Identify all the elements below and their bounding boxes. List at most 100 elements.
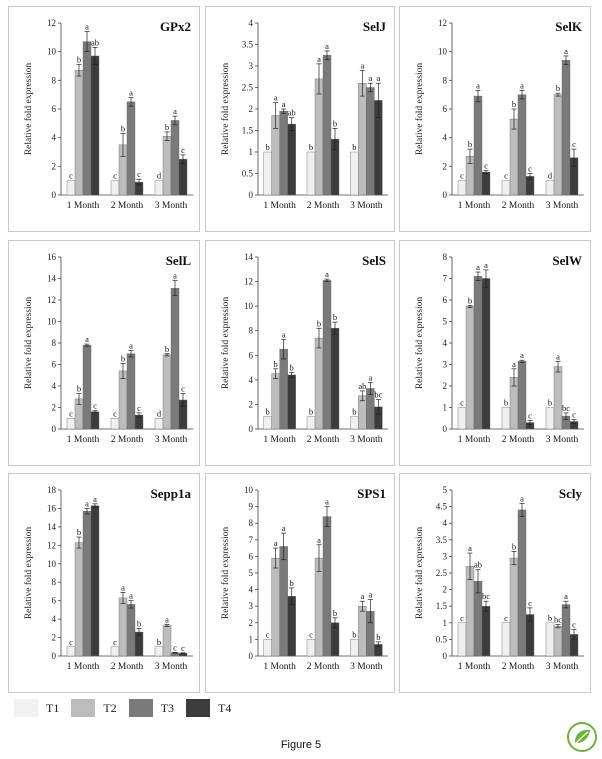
- significance-letter: c: [137, 403, 141, 413]
- bar-t3-2-month: [322, 280, 332, 430]
- legend-swatch-t1: [14, 699, 38, 717]
- significance-letter: a: [476, 262, 480, 272]
- y-tick-label: 0: [443, 651, 448, 661]
- bar-t2-2-month: [118, 370, 128, 430]
- significance-letter: c: [309, 629, 313, 639]
- bar-t2-2-month: [314, 78, 324, 196]
- x-tick-label: 1 Month: [458, 201, 491, 211]
- y-axis-label: Relative fold expression: [220, 297, 231, 390]
- x-tick-label: 3 Month: [546, 435, 579, 445]
- bar-t4-1-month: [481, 171, 491, 196]
- bar-t2-3-month: [162, 354, 172, 430]
- significance-letter: a: [173, 106, 177, 116]
- legend-swatch-t2: [71, 699, 96, 717]
- bar-t3-1-month: [82, 41, 92, 196]
- y-tick-label: 3: [249, 601, 254, 611]
- chart-panel-sepp1a: Sepp1a Relative fold expression 0 2 4 6 8 10 12 1…: [8, 473, 200, 693]
- bar-t1-2-month: [306, 416, 316, 430]
- significance-letter: b: [352, 142, 356, 152]
- legend-label-t4: T4: [218, 700, 232, 715]
- significance-letter: b: [157, 637, 161, 647]
- y-tick-label: 3: [443, 551, 448, 561]
- chart-sels: SelS Relative fold expression 0 2 4 6 8 10 12 14 b…: [220, 252, 388, 445]
- chart-selw: SelW Relative fold expression 0 1 2 3 4 5 6 7 8 c b a…: [414, 252, 584, 445]
- y-tick-label: 7: [443, 274, 448, 284]
- significance-letter: a: [564, 591, 568, 601]
- significance-letter: b: [376, 632, 380, 642]
- significance-letter: a: [376, 73, 380, 83]
- y-axis-label: Relative fold expression: [414, 527, 425, 620]
- y-tick-label: 3: [249, 61, 254, 71]
- bar-t2-1-month: [271, 557, 280, 657]
- bar-t3-1-month: [279, 348, 288, 430]
- y-tick-label: 4: [249, 18, 254, 28]
- bar-t1-1-month: [263, 151, 272, 196]
- y-tick-label: 6: [443, 104, 448, 114]
- significance-letter: b: [512, 541, 516, 551]
- significance-letter: b: [77, 384, 81, 394]
- x-tick-label: 3 Month: [350, 201, 383, 211]
- x-tick-label: 3 Month: [155, 662, 188, 672]
- significance-letter: a: [85, 334, 89, 344]
- y-tick-label: 6: [249, 551, 254, 561]
- y-tick-label: 6: [52, 360, 57, 370]
- x-tick-label: 3 Month: [155, 435, 188, 445]
- significance-letter: c: [572, 409, 576, 419]
- x-tick-label: 2 Month: [111, 201, 144, 211]
- x-tick-label: 1 Month: [67, 662, 100, 672]
- bar-t1-3-month: [154, 646, 164, 657]
- y-tick-label: 2: [443, 161, 448, 171]
- significance-letter: ab: [474, 560, 482, 570]
- bar-t3-1-month: [279, 546, 288, 657]
- bar-t4-1-month: [287, 123, 296, 196]
- significance-letter: a: [282, 523, 286, 533]
- significance-letter: a: [484, 260, 488, 270]
- bar-t2-3-month: [553, 625, 563, 657]
- y-tick-label: 8: [249, 326, 254, 336]
- significance-letter: b: [165, 344, 169, 354]
- x-tick-label: 2 Month: [502, 435, 535, 445]
- bar-t2-3-month: [553, 94, 563, 196]
- significance-letter: c: [528, 598, 532, 608]
- bar-t2-3-month: [553, 366, 563, 430]
- chart-panel-selw: SelW Relative fold expression 0 1 2 3 4 5 6 7 8 c b a…: [399, 240, 591, 466]
- bar-t1-2-month: [110, 180, 120, 196]
- y-tick-label: 6: [52, 596, 57, 606]
- significance-letter: a: [282, 99, 286, 109]
- significance-letter: a: [325, 497, 329, 507]
- x-tick-label: 3 Month: [546, 662, 579, 672]
- y-tick-label: 5: [249, 568, 254, 578]
- x-tick-label: 1 Month: [458, 435, 491, 445]
- y-tick-label: 2: [249, 618, 254, 628]
- y-tick-label: 1.5: [242, 126, 254, 136]
- y-tick-label: 2.5: [242, 83, 254, 93]
- legend-swatch-t4: [186, 699, 211, 717]
- y-tick-label: 8: [443, 252, 448, 262]
- chart-title: GPx2: [160, 19, 191, 34]
- bar-t2-2-month: [509, 118, 519, 196]
- significance-letter: a: [325, 269, 329, 279]
- legend-item-t1: T1: [14, 699, 59, 717]
- significance-letter: a: [520, 350, 524, 360]
- y-tick-label: 10: [244, 485, 254, 495]
- significance-letter: a: [476, 80, 480, 90]
- x-tick-label: 1 Month: [67, 201, 100, 211]
- significance-letter: c: [504, 613, 508, 623]
- bar-t4-1-month: [481, 605, 491, 657]
- bar-t4-1-month: [90, 55, 100, 196]
- y-tick-label: 8: [52, 577, 57, 587]
- bar-t4-2-month: [330, 328, 340, 430]
- bar-t2-1-month: [74, 70, 84, 196]
- chart-sell: SelL Relative fold expression 0 2 4 6 8 10 12 14 1…: [23, 252, 193, 445]
- chart-title: SelW: [552, 253, 582, 268]
- y-tick-label: 1.5: [436, 601, 448, 611]
- significance-letter: b: [548, 613, 552, 623]
- y-tick-label: 12: [244, 277, 253, 287]
- significance-letter: b: [165, 122, 169, 132]
- y-tick-label: 2: [443, 381, 448, 391]
- y-tick-label: 10: [244, 301, 254, 311]
- significance-letter: c: [137, 169, 141, 179]
- significance-letter: bc: [562, 403, 570, 413]
- significance-letter: c: [572, 619, 576, 629]
- chart-title: Sepp1a: [151, 486, 192, 501]
